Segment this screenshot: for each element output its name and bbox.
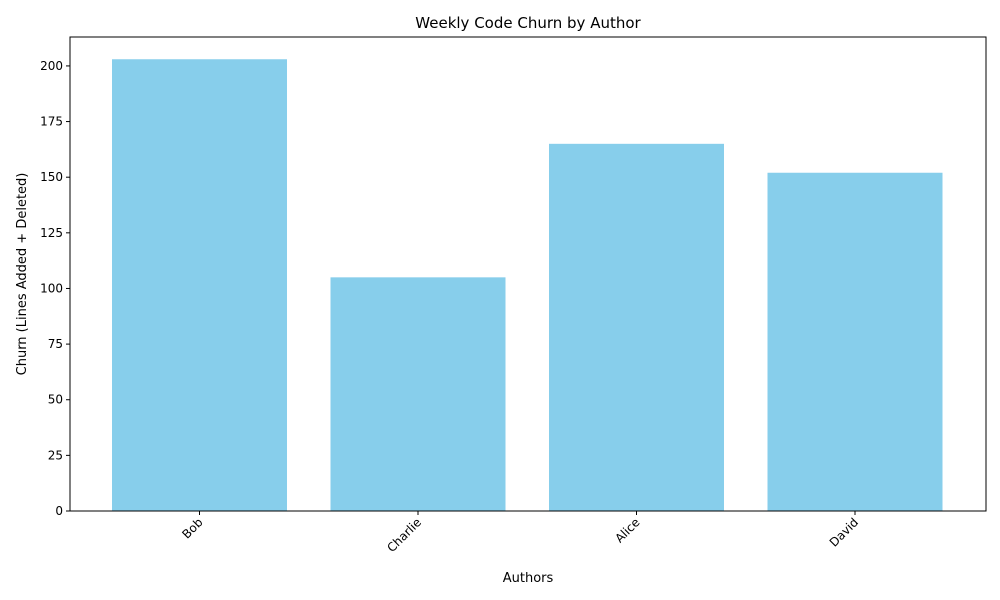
y-tick-label: 150 bbox=[40, 170, 63, 184]
y-tick-label: 75 bbox=[48, 337, 63, 351]
y-tick-label: 100 bbox=[40, 281, 63, 295]
x-tick-label: David bbox=[827, 515, 861, 549]
x-axis: Bob Charlie Alice David bbox=[179, 511, 861, 555]
y-tick-label: 125 bbox=[40, 226, 63, 240]
bar-david bbox=[768, 173, 943, 511]
bars-group bbox=[112, 59, 943, 511]
y-tick-label: 175 bbox=[40, 115, 63, 129]
y-tick-label: 25 bbox=[48, 448, 63, 462]
y-tick-label: 0 bbox=[55, 504, 63, 518]
y-axis: 0 25 50 75 100 125 150 175 200 bbox=[40, 59, 70, 518]
y-tick-label: 200 bbox=[40, 59, 63, 73]
chart-title: Weekly Code Churn by Author bbox=[415, 14, 641, 32]
y-axis-label: Churn (Lines Added + Deleted) bbox=[15, 173, 30, 376]
x-tick-label: Charlie bbox=[384, 515, 424, 555]
x-tick-label: Alice bbox=[612, 515, 642, 545]
bar-bob bbox=[112, 59, 287, 511]
y-tick-label: 50 bbox=[48, 393, 63, 407]
x-axis-label: Authors bbox=[503, 571, 554, 586]
bar-alice bbox=[549, 144, 724, 511]
bar-charlie bbox=[331, 277, 506, 511]
x-tick-label: Bob bbox=[179, 515, 205, 541]
